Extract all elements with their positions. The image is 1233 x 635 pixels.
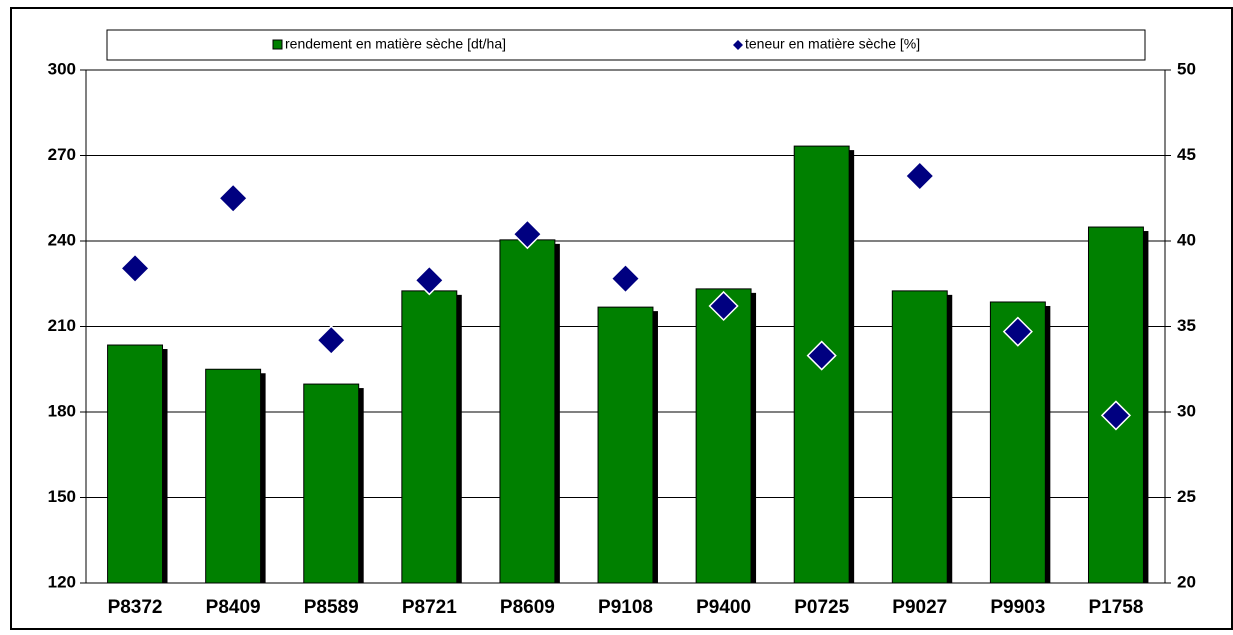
legend-box xyxy=(106,29,1146,61)
diamond-marker xyxy=(904,160,935,192)
diamond-marker xyxy=(708,290,739,322)
bar xyxy=(499,239,556,584)
legend-swatch xyxy=(272,39,283,50)
x-tick-label: P9903 xyxy=(990,597,1045,618)
x-tick-label: P0725 xyxy=(794,597,849,618)
x-tick-label: P9400 xyxy=(696,597,751,618)
y-tick-label: 150 xyxy=(48,487,76,506)
y2-tick-label: 25 xyxy=(1177,487,1196,506)
y2-tick-label: 20 xyxy=(1177,572,1196,591)
bar xyxy=(891,290,948,584)
y2-tick-label: 45 xyxy=(1177,145,1196,164)
bar xyxy=(107,344,164,584)
bar xyxy=(205,368,262,584)
y-tick-label: 180 xyxy=(48,401,76,420)
y-tick-label: 270 xyxy=(48,145,76,164)
bar xyxy=(401,290,458,584)
x-tick-label: P9108 xyxy=(598,597,653,618)
diamond-marker xyxy=(1100,400,1132,431)
x-tick-label: P8589 xyxy=(304,597,359,618)
x-tick-label: P8372 xyxy=(108,597,163,618)
diamond-marker xyxy=(1002,316,1033,347)
y-tick-label: 120 xyxy=(48,572,76,591)
diamond-marker xyxy=(610,263,641,294)
bar xyxy=(989,301,1046,584)
y2-tick-label: 40 xyxy=(1177,230,1196,249)
legend-swatch xyxy=(733,40,743,50)
legend-label: teneur en matière sèche [%] xyxy=(745,36,920,52)
x-tick-label: P8721 xyxy=(402,597,457,618)
bar xyxy=(695,288,752,584)
y2-tick-label: 30 xyxy=(1177,401,1196,420)
x-tick-label: P8409 xyxy=(206,597,261,618)
diamond-marker xyxy=(218,183,249,214)
x-tick-label: P8609 xyxy=(500,597,555,618)
y2-tick-label: 35 xyxy=(1177,316,1196,335)
legend-label: rendement en matière sèche [dt/ha] xyxy=(285,36,506,52)
diamond-marker xyxy=(119,253,151,284)
diamond-marker xyxy=(316,325,347,356)
diamond-marker xyxy=(806,340,837,371)
y-tick-label: 210 xyxy=(48,316,76,335)
y-tick-label: 240 xyxy=(48,230,76,249)
diamond-marker xyxy=(414,265,445,296)
bar xyxy=(303,383,360,584)
y-tick-label: 300 xyxy=(48,59,76,78)
y2-tick-label: 50 xyxy=(1177,59,1196,78)
bar xyxy=(597,306,654,584)
x-tick-label: P1758 xyxy=(1088,597,1143,618)
diamond-marker xyxy=(512,219,543,250)
x-tick-label: P9027 xyxy=(892,597,947,618)
